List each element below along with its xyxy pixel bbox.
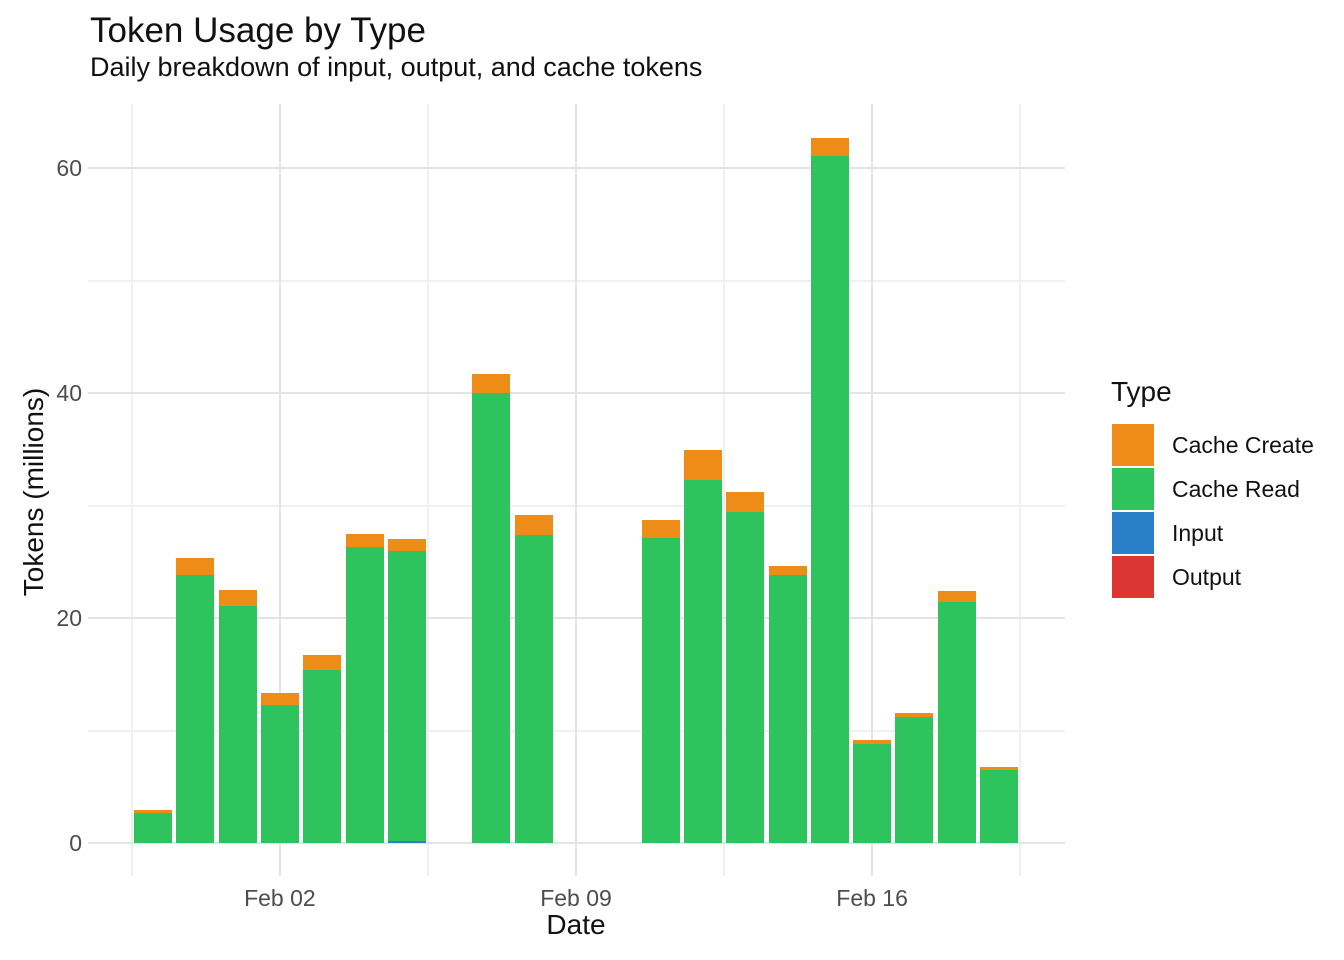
legend-label-input: Input (1172, 520, 1224, 546)
bar-jan-31-cache-read (176, 575, 215, 843)
bar-feb-07-cache-read (472, 393, 511, 843)
gridline-x-minor (1019, 104, 1022, 876)
y-tick-label: 40 (56, 380, 82, 406)
y-axis-title: Tokens (millions) (18, 387, 49, 597)
bar-feb-03-cache-create (303, 655, 342, 670)
bar-feb-16-cache-create (853, 739, 892, 744)
bar-feb-01-cache-read (218, 605, 257, 843)
bar-feb-14-cache-read (768, 575, 807, 843)
bar-feb-12-cache-read (683, 479, 722, 843)
bar-feb-17-cache-create (895, 712, 934, 717)
legend-swatch-input (1112, 512, 1154, 554)
x-tick-label: Feb 09 (540, 885, 612, 911)
legend-label-cache-create: Cache Create (1172, 432, 1314, 458)
bar-feb-07-cache-create (472, 373, 511, 393)
bar-jan-31-cache-create (176, 558, 215, 576)
bar-jan-30-cache-read (134, 812, 172, 843)
x-tick-label: Feb 02 (244, 885, 316, 911)
gridline-y-major-20 (88, 617, 1065, 619)
bar-feb-13-cache-create (726, 492, 765, 513)
bar-feb-08-cache-create (514, 514, 553, 535)
bar-feb-02-cache-create (260, 693, 299, 705)
gridline-x-major (278, 104, 281, 876)
bar-feb-12-cache-create (683, 450, 722, 480)
bar-feb-13-cache-read (726, 512, 765, 843)
bar-feb-05-cache-create (387, 538, 426, 552)
bar-jan-30-cache-create (134, 810, 172, 813)
gridline-y-major-60 (88, 167, 1065, 169)
gridline-x-minor (130, 104, 133, 876)
bar-feb-18-cache-create (937, 591, 976, 603)
bar-feb-19-cache-create (980, 766, 1018, 770)
bar-feb-15-cache-create (810, 137, 849, 156)
legend-swatch-output (1112, 556, 1154, 598)
bar-feb-19-cache-read (980, 769, 1018, 843)
legend-title: Type (1111, 376, 1172, 407)
chart-subtitle: Daily breakdown of input, output, and ca… (90, 52, 703, 82)
chart-title: Token Usage by Type (90, 11, 426, 50)
bar-feb-02-cache-read (260, 704, 299, 843)
gridline-x-minor (426, 104, 429, 876)
legend-label-cache-read: Cache Read (1172, 476, 1300, 502)
gridline-x-minor (723, 104, 726, 876)
gridline-x-major (575, 104, 577, 876)
x-axis-title: Date (546, 909, 606, 940)
bar-feb-03-cache-read (303, 669, 342, 843)
y-tick-label: 0 (69, 830, 82, 856)
bar-feb-14-cache-create (768, 566, 807, 576)
gridline-x-major (871, 104, 874, 876)
bar-feb-11-cache-create (641, 520, 680, 539)
y-tick-label: 20 (56, 605, 82, 631)
bar-feb-08-cache-read (514, 534, 553, 843)
bar-feb-04-cache-read (345, 547, 384, 843)
legend-label-output: Output (1172, 564, 1242, 590)
bar-feb-17-cache-read (895, 717, 934, 843)
bar-feb-15-cache-read (810, 155, 849, 843)
bar-feb-11-cache-read (641, 538, 680, 843)
bar-feb-16-cache-read (853, 744, 892, 843)
gridline-y-major-0 (88, 842, 1065, 844)
bar-feb-05-cache-read (387, 551, 426, 842)
gridline-y-major-40 (88, 392, 1065, 394)
legend-swatch-cache-create (1112, 424, 1154, 466)
bar-feb-01-cache-create (218, 589, 257, 606)
bar-feb-05-input (387, 841, 426, 843)
x-tick-label: Feb 16 (836, 885, 908, 911)
bar-feb-18-cache-read (937, 602, 976, 843)
legend-swatch-cache-read (1112, 468, 1154, 510)
bar-feb-04-cache-create (345, 533, 384, 548)
y-tick-label: 60 (56, 155, 82, 181)
